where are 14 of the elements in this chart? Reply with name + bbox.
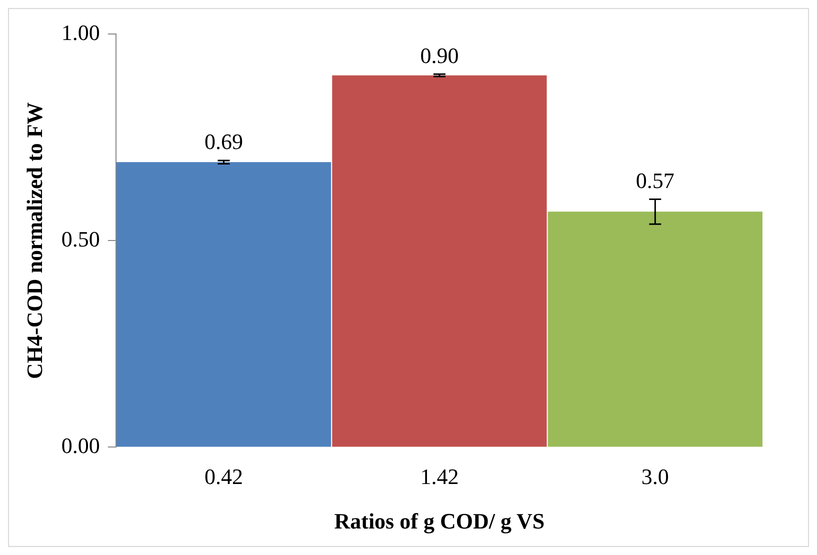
y-tick-label: 1.00 xyxy=(61,20,100,45)
data-label: 0.69 xyxy=(204,129,243,154)
x-axis-title: Ratios of g COD/ g VS xyxy=(334,508,545,534)
bar xyxy=(116,162,332,447)
data-label: 0.57 xyxy=(636,168,674,194)
bar xyxy=(548,212,762,447)
y-axis-title: CH4-COD normalized to FW xyxy=(22,102,47,379)
x-tick-label: 3.0 xyxy=(641,464,669,490)
x-tick-label: 1.42 xyxy=(420,464,459,490)
y-tick-label: 0.50 xyxy=(61,226,100,252)
bar xyxy=(332,75,547,447)
y-tick-label: 0.00 xyxy=(61,432,100,458)
data-label: 0.90 xyxy=(420,42,459,68)
x-tick-label: 0.42 xyxy=(204,464,243,490)
